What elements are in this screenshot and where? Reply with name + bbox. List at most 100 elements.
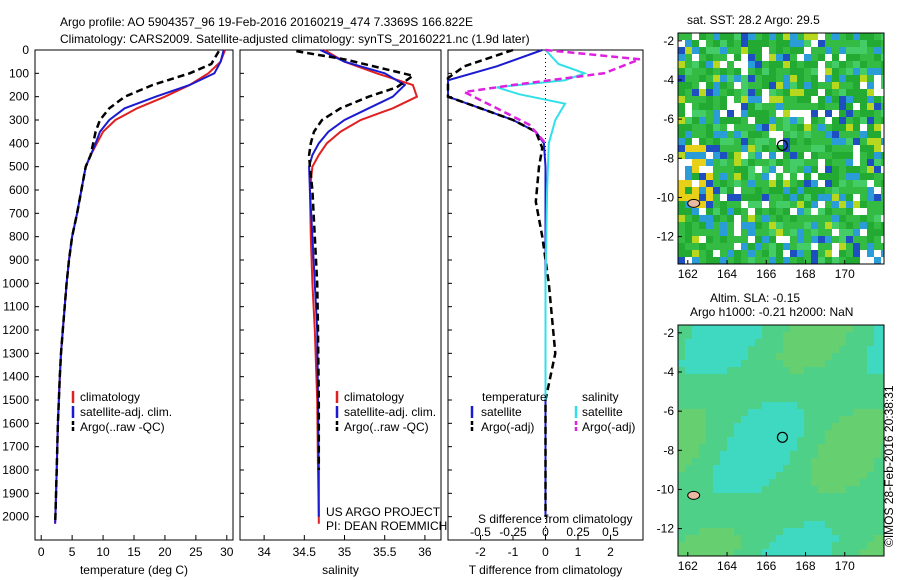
map-cell	[755, 103, 762, 110]
map-cell	[797, 187, 804, 194]
map-cell	[874, 75, 881, 82]
map-cell	[804, 61, 811, 68]
map-cell	[734, 117, 741, 124]
map-cell	[825, 535, 832, 542]
map-cell	[874, 250, 881, 257]
map-cell	[755, 138, 762, 145]
map-cell	[685, 236, 692, 243]
map-cell	[692, 208, 699, 215]
map-cell	[748, 33, 755, 40]
map-cell	[881, 54, 884, 61]
map-cell	[678, 257, 685, 264]
map-cell	[860, 201, 867, 208]
map-cell	[881, 250, 884, 257]
map-cell	[748, 131, 755, 138]
diff-legend-sal-satellite: satellite	[582, 405, 623, 419]
map-cell	[818, 542, 825, 549]
map-cell	[790, 82, 797, 89]
map-cell	[783, 332, 790, 339]
map-cell	[797, 250, 804, 257]
map-cell	[692, 360, 699, 367]
map-cell	[867, 458, 874, 465]
map-cell	[867, 353, 874, 360]
map-cell	[846, 229, 853, 236]
legend-argo-label: Argo(..raw -QC)	[80, 420, 165, 434]
map-cell	[748, 180, 755, 187]
map-cell	[706, 124, 713, 131]
map-cell	[741, 159, 748, 166]
map-cell	[755, 187, 762, 194]
map-cell	[755, 332, 762, 339]
map-cell	[720, 194, 727, 201]
map-cell	[706, 201, 713, 208]
map-cell	[853, 229, 860, 236]
map-cell	[755, 409, 762, 416]
map-cell	[748, 201, 755, 208]
map-cell	[734, 110, 741, 117]
map-cell	[741, 166, 748, 173]
x-tick-label: 5	[69, 545, 76, 559]
map-cell	[860, 180, 867, 187]
map-cell	[706, 180, 713, 187]
map-cell	[790, 117, 797, 124]
map-cell	[734, 166, 741, 173]
map-cell	[720, 180, 727, 187]
map-cell	[818, 96, 825, 103]
map-cell	[720, 187, 727, 194]
map-cell	[713, 124, 720, 131]
map-cell	[867, 360, 874, 367]
map-cell	[783, 61, 790, 68]
map-cell	[853, 194, 860, 201]
map-cell	[867, 236, 874, 243]
map-cell	[783, 353, 790, 360]
map-cell	[748, 110, 755, 117]
map-cell	[811, 194, 818, 201]
map-cell	[811, 332, 818, 339]
map-cell	[846, 124, 853, 131]
map-cell	[692, 346, 699, 353]
map-cell	[692, 180, 699, 187]
map-frame	[677, 324, 885, 557]
map-cell	[881, 236, 884, 243]
map-cell	[692, 542, 699, 549]
map-cell	[720, 222, 727, 229]
map-cell	[790, 166, 797, 173]
map-cell	[748, 89, 755, 96]
map-cell	[699, 339, 706, 346]
map-cell	[832, 215, 839, 222]
map-cell	[797, 194, 804, 201]
map-x-tick-label: 164	[717, 559, 737, 573]
map-cell	[769, 236, 776, 243]
map-cell	[678, 54, 685, 61]
map-cell	[846, 75, 853, 82]
diff-legend-temp-argo: Argo(-adj)	[481, 420, 534, 434]
map-cell	[741, 201, 748, 208]
map-cell	[874, 353, 881, 360]
map-cell	[783, 117, 790, 124]
map-cell	[867, 103, 874, 110]
map-cell	[867, 117, 874, 124]
map-x-tick-label: 170	[835, 267, 855, 281]
map-cell	[727, 535, 734, 542]
map-cell	[839, 243, 846, 250]
map-cell	[678, 423, 685, 430]
map-cell	[867, 138, 874, 145]
map-cell	[846, 159, 853, 166]
top-tick-label: 0.5	[602, 525, 619, 539]
map-cell	[825, 472, 832, 479]
map-cell	[706, 542, 713, 549]
map-cell	[818, 528, 825, 535]
map-cell	[727, 486, 734, 493]
map-cell	[706, 145, 713, 152]
map-cell	[874, 409, 881, 416]
map-cell	[860, 89, 867, 96]
map-cell	[748, 430, 755, 437]
map-cell	[713, 250, 720, 257]
map-cell	[741, 332, 748, 339]
map-cell	[867, 409, 874, 416]
map-cell	[713, 40, 720, 47]
map-cell	[699, 187, 706, 194]
map-cell	[804, 173, 811, 180]
map-x-tick-label: 162	[678, 267, 698, 281]
map-cell	[734, 465, 741, 472]
